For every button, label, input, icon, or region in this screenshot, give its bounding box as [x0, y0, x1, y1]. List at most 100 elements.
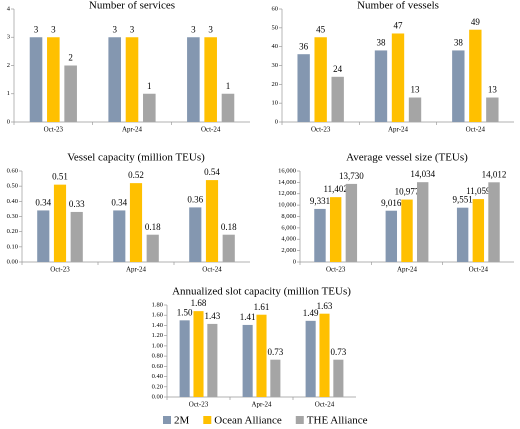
y-tick-label: 0	[293, 258, 296, 265]
value-label: 24	[333, 64, 343, 74]
value-label: 14,034	[410, 169, 435, 179]
y-tick-label: 1.20	[152, 332, 163, 339]
y-tick-label: 0.60	[7, 167, 18, 174]
x-tick-label: Apr-24	[251, 401, 272, 409]
value-label: 0.54	[204, 167, 220, 177]
x-tick-label: Oct-23	[44, 126, 64, 134]
bar	[331, 76, 344, 122]
value-label: 38	[454, 37, 464, 47]
bar	[204, 37, 217, 122]
value-label: 0.34	[111, 197, 127, 207]
value-label: 9,551	[453, 195, 473, 205]
value-label: 11,059	[466, 186, 491, 196]
value-label: 2	[68, 53, 73, 63]
y-tick-label: 0.50	[7, 183, 18, 190]
y-tick-label: 8,000	[281, 213, 296, 220]
y-tick-label: 3	[7, 34, 10, 41]
x-tick-label: Apr-24	[122, 126, 143, 134]
bar	[113, 210, 126, 262]
value-label: 1.41	[240, 312, 256, 322]
chart-title: Vessel capacity (million TEUs)	[67, 152, 205, 164]
bar	[146, 234, 159, 262]
y-tick-label: 6,000	[281, 224, 296, 231]
value-label: 45	[316, 24, 326, 34]
bar	[452, 50, 465, 122]
x-tick-label: Apr-24	[388, 126, 409, 134]
y-tick-label: 1	[7, 90, 10, 97]
y-tick-label: 0	[7, 118, 10, 125]
bar	[64, 65, 77, 122]
value-label: 13	[411, 85, 421, 95]
value-label: 0.73	[330, 347, 346, 357]
value-label: 49	[471, 17, 481, 27]
value-label: 14,012	[482, 169, 507, 179]
bar	[221, 93, 235, 122]
bar	[345, 183, 358, 262]
bar	[125, 37, 139, 122]
y-tick-label: 4	[7, 5, 11, 12]
value-label: 9,331	[310, 196, 330, 206]
y-tick-label: 4,000	[281, 236, 296, 243]
bar	[129, 183, 143, 262]
bar	[469, 29, 482, 122]
bar	[416, 182, 429, 262]
y-tick-label: 0.30	[7, 213, 18, 220]
bar	[319, 313, 330, 397]
x-tick-label: Apr-24	[397, 266, 418, 274]
bar	[187, 37, 200, 122]
value-label: 3	[208, 24, 213, 34]
legend-label: Ocean Alliance	[214, 415, 282, 427]
bar	[70, 211, 83, 262]
value-label: 1.63	[317, 301, 333, 311]
bar	[207, 323, 218, 397]
y-tick-label: 10,000	[278, 202, 296, 209]
x-tick-label: Oct-24	[202, 266, 222, 274]
value-label: 3	[191, 24, 196, 34]
legend-label: 2M	[174, 415, 190, 427]
x-tick-label: Oct-24	[466, 126, 486, 134]
bar	[179, 320, 190, 397]
bar	[333, 359, 344, 397]
y-tick-label: 16,000	[278, 167, 296, 174]
x-tick-label: Oct-23	[50, 266, 70, 274]
y-tick-label: 60	[272, 5, 279, 12]
bar	[222, 234, 235, 262]
bar	[189, 207, 202, 262]
y-tick-label: 14,000	[278, 179, 296, 186]
value-label: 3	[34, 24, 39, 34]
value-label: 0.36	[187, 194, 203, 204]
bar	[488, 182, 500, 262]
legend-swatch	[203, 416, 212, 424]
bar	[408, 97, 422, 122]
bar	[143, 93, 156, 122]
value-label: 1.49	[303, 308, 319, 318]
y-tick-label: 2	[7, 62, 10, 69]
x-tick-label: Oct-24	[201, 126, 221, 134]
bar	[29, 37, 43, 122]
value-label: 1.68	[191, 298, 207, 308]
chart-title: Average vessel size (TEUs)	[346, 152, 468, 164]
value-label: 11,402	[323, 184, 347, 194]
y-tick-label: 0.40	[7, 198, 18, 205]
bar	[256, 314, 267, 397]
x-tick-label: Oct-24	[315, 401, 335, 409]
value-label: 47	[394, 21, 404, 31]
value-label: 1.43	[204, 311, 220, 321]
x-tick-label: Oct-23	[311, 126, 331, 134]
value-label: 3	[112, 24, 117, 34]
value-label: 13	[488, 85, 498, 95]
bar	[486, 97, 499, 122]
chart-title: Number of services	[89, 0, 175, 12]
value-label: 36	[299, 41, 309, 51]
legend-label: THE Alliance	[307, 415, 368, 427]
bar	[305, 320, 316, 397]
y-tick-label: 30	[272, 62, 279, 69]
bar	[193, 311, 204, 397]
y-tick-label: 12,000	[278, 190, 296, 197]
y-tick-label: 2,000	[281, 247, 296, 254]
bar	[297, 54, 310, 123]
value-label: 1.61	[254, 302, 270, 312]
y-tick-label: 0.80	[152, 353, 163, 360]
bar	[472, 199, 485, 262]
bar	[374, 50, 388, 122]
